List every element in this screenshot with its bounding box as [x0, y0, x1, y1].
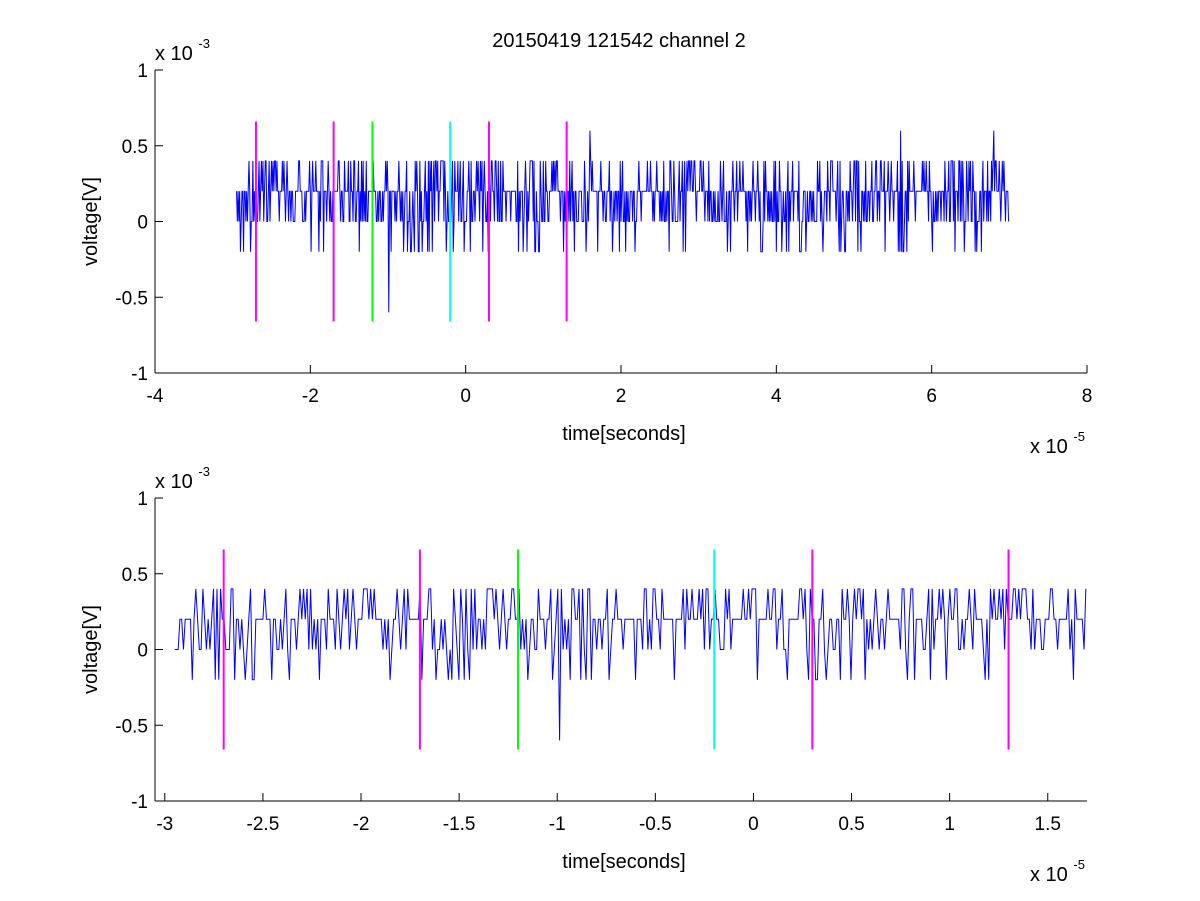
- chart-1-x-tick-label: 4: [771, 386, 782, 407]
- chart-1-x-tick-label: 0: [460, 386, 471, 407]
- chart-2-x-tick-label: 1: [944, 814, 955, 835]
- chart-2-y-axis-label: voltage[V]: [80, 605, 102, 694]
- chart-1-x-tick-label: -2: [302, 386, 319, 407]
- chart-1-signal-line: [236, 130, 1010, 313]
- chart-1-y-axis-label: voltage[V]: [80, 177, 102, 266]
- chart-2-y-multiplier: x 10 -3: [155, 464, 210, 493]
- figure-title: 20150419 121542 channel 2: [492, 30, 746, 52]
- chart-2-x-tick-label: 0.5: [838, 814, 864, 835]
- chart-1-x-tick-label: 6: [926, 386, 937, 407]
- chart-1-x-tick-label: -4: [147, 386, 164, 407]
- chart-2-y-tick-label: 0.5: [122, 565, 148, 586]
- bottom-subplot: -3 -2.5 -2 -1.5 -1 -0.5 0 0.5 1 1.5 1 0.5 0 -0.5 -1 tim…: [80, 464, 1087, 886]
- chart-1-y-multiplier: x 10 -3: [155, 36, 210, 65]
- chart-2-x-tick-label: -1.5: [443, 814, 476, 835]
- chart-1-x-axis-label: time[seconds]: [562, 423, 685, 445]
- chart-1-y-tick-label: -0.5: [115, 288, 148, 309]
- top-subplot: -4 -2 0 2 4 6 8 1 0.5 0 -0.5 -1 time[seconds] voltage…: [80, 36, 1092, 458]
- chart-2-y-tick-label: -0.5: [115, 716, 148, 737]
- chart-2-signal-line: [174, 588, 1087, 741]
- chart-2-x-tick-label: -3: [156, 814, 173, 835]
- chart-1-x-tick-label: 8: [1082, 386, 1093, 407]
- chart-2-x-tick-label: 1.5: [1035, 814, 1061, 835]
- chart-2-x-tick-label: -2.5: [247, 814, 280, 835]
- chart-1-y-tick-label: 0.5: [122, 137, 148, 158]
- chart-2-y-tick-label: -1: [131, 792, 148, 813]
- chart-2-x-multiplier: x 10 -5: [1030, 857, 1085, 886]
- chart-1-y-tick-label: 1: [137, 61, 148, 82]
- chart-1-y-tick-label: -1: [131, 364, 148, 385]
- chart-2-y-tick-label: 1: [137, 489, 148, 510]
- chart-1-y-tick-label: 0: [137, 213, 148, 234]
- chart-2-x-axis-label: time[seconds]: [562, 851, 685, 873]
- chart-2-y-tick-label: 0: [137, 641, 148, 662]
- chart-2-x-tick-label: 0: [748, 814, 759, 835]
- chart-2-x-tick-label: -2: [353, 814, 370, 835]
- chart-1-x-tick-label: 2: [616, 386, 627, 407]
- chart-2-x-tick-label: -1: [549, 814, 566, 835]
- chart-2-x-tick-label: -0.5: [639, 814, 672, 835]
- chart-1-x-multiplier: x 10 -5: [1030, 429, 1085, 458]
